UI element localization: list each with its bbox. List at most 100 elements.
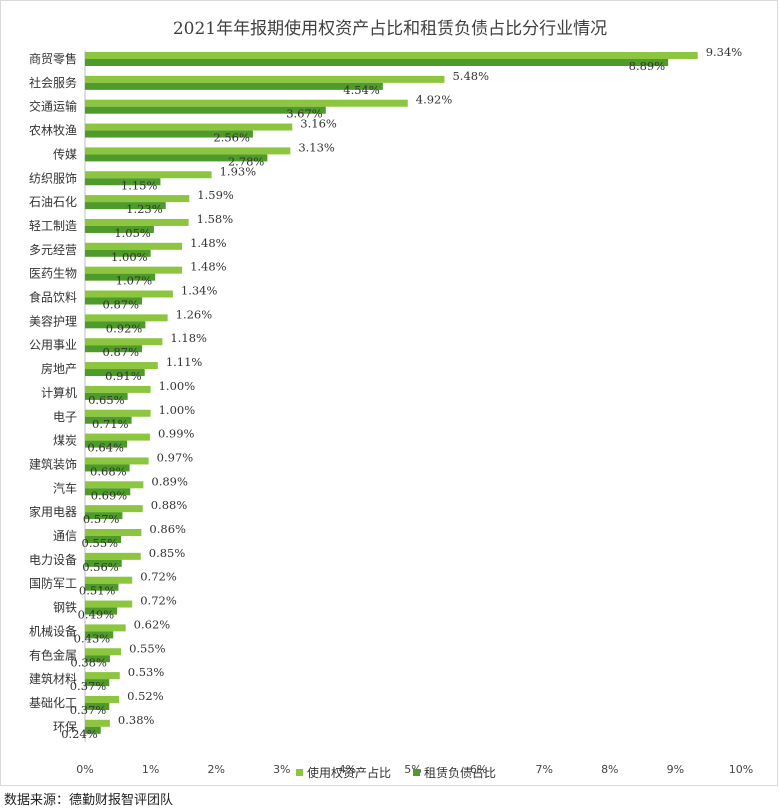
legend-label: 使用权资产占比 bbox=[307, 765, 391, 780]
bar-lease-liability bbox=[85, 82, 383, 90]
bar-rou-asset bbox=[85, 719, 110, 727]
category-label: 多元经营 bbox=[29, 243, 77, 257]
data-label: 0.68% bbox=[90, 464, 127, 478]
bar-rou-asset bbox=[85, 624, 126, 632]
x-tick-label: 0% bbox=[76, 763, 93, 776]
bar-rou-asset bbox=[85, 147, 291, 155]
bar-rou-asset bbox=[85, 529, 142, 536]
data-label: 1.00% bbox=[159, 403, 196, 417]
category-label: 石油石化 bbox=[29, 195, 77, 209]
legend-label: 租赁负债占比 bbox=[424, 765, 496, 780]
bar-lease-liability bbox=[85, 249, 151, 257]
category-label: 环保 bbox=[53, 720, 77, 734]
category-label: 公用事业 bbox=[29, 338, 77, 352]
bar-rou-asset bbox=[85, 672, 120, 680]
data-label: 1.58% bbox=[197, 212, 234, 226]
data-label: 0.65% bbox=[88, 393, 125, 407]
bar-lease-liability bbox=[85, 655, 110, 663]
category-label: 计算机 bbox=[41, 385, 77, 400]
category-label: 有色金属 bbox=[29, 647, 77, 662]
bar-lease-liability bbox=[85, 178, 161, 186]
data-source-note: 数据来源：德勤财报智评团队 bbox=[4, 793, 174, 808]
data-label: 1.93% bbox=[220, 164, 257, 178]
data-label: 1.48% bbox=[190, 236, 227, 250]
x-tick-label: 10% bbox=[729, 763, 753, 776]
bar-lease-liability bbox=[85, 631, 114, 639]
category-label: 美容护理 bbox=[29, 313, 77, 328]
data-label: 1.05% bbox=[114, 226, 151, 240]
bar-rou-asset bbox=[85, 314, 168, 322]
category-label: 建筑材料 bbox=[29, 671, 77, 686]
data-label: 0.71% bbox=[92, 417, 129, 431]
bar-rou-asset bbox=[85, 385, 151, 393]
category-label: 房地产 bbox=[41, 361, 77, 376]
bar-lease-liability bbox=[85, 297, 143, 305]
data-label: 0.55% bbox=[129, 641, 166, 655]
bar-lease-liability bbox=[85, 679, 110, 687]
category-label: 农林牧渔 bbox=[29, 124, 77, 138]
chart-frame bbox=[0, 0, 778, 786]
category-label: 纺织服饰 bbox=[29, 171, 77, 185]
category-label: 煤炭 bbox=[53, 434, 77, 448]
bar-lease-liability bbox=[85, 702, 110, 710]
bar-lease-liability bbox=[85, 130, 253, 138]
bar-lease-liability bbox=[85, 369, 145, 377]
bar-rou-asset bbox=[85, 290, 173, 298]
data-label: 1.00% bbox=[111, 250, 148, 264]
x-tick-label: 2% bbox=[207, 763, 224, 776]
bar-rou-asset bbox=[85, 648, 122, 656]
bar-lease-liability bbox=[85, 416, 132, 424]
x-tick-label: 9% bbox=[667, 763, 684, 776]
data-label: 1.00% bbox=[159, 379, 196, 393]
legend-swatch bbox=[296, 769, 303, 776]
data-label: 2.56% bbox=[213, 131, 250, 145]
data-label: 0.87% bbox=[103, 298, 140, 312]
data-label: 0.85% bbox=[149, 546, 186, 560]
data-label: 0.53% bbox=[128, 665, 165, 679]
data-label: 0.99% bbox=[158, 427, 195, 441]
bar-rou-asset bbox=[85, 433, 150, 441]
data-label: 0.56% bbox=[82, 560, 119, 574]
data-label: 1.07% bbox=[116, 274, 153, 288]
bar-lease-liability bbox=[85, 583, 119, 591]
bar-rou-asset bbox=[85, 338, 163, 346]
data-label: 0.38% bbox=[70, 655, 107, 669]
data-label: 0.52% bbox=[127, 689, 164, 703]
data-label: 1.59% bbox=[197, 188, 234, 202]
bar-lease-liability bbox=[85, 464, 130, 472]
category-label: 医药生物 bbox=[29, 267, 77, 281]
data-label: 0.88% bbox=[151, 498, 188, 512]
x-tick-label: 8% bbox=[601, 763, 618, 776]
bar-lease-liability bbox=[85, 154, 268, 162]
category-label: 通信 bbox=[53, 529, 77, 543]
bar-rou-asset bbox=[85, 75, 445, 83]
bar-rou-asset bbox=[85, 123, 293, 131]
data-label: 0.37% bbox=[70, 679, 107, 693]
data-label: 2.78% bbox=[228, 154, 265, 168]
data-label: 8.89% bbox=[629, 59, 666, 73]
bar-lease-liability bbox=[85, 607, 118, 615]
data-label: 4.54% bbox=[343, 83, 380, 97]
data-label: 0.97% bbox=[157, 450, 194, 464]
data-label: 0.92% bbox=[106, 321, 143, 335]
bar-lease-liability bbox=[85, 273, 156, 281]
bar-rou-asset bbox=[85, 99, 408, 107]
bar-lease-liability bbox=[85, 321, 146, 329]
legend-swatch bbox=[413, 769, 420, 776]
category-label: 家用电器 bbox=[29, 504, 77, 519]
data-label: 1.11% bbox=[166, 355, 203, 369]
bar-rou-asset bbox=[85, 242, 183, 250]
chart-title: 2021年年报期使用权资产占比和租赁负债占比分行业情况 bbox=[172, 19, 608, 39]
data-label: 0.49% bbox=[78, 608, 115, 622]
data-label: 1.34% bbox=[181, 284, 218, 298]
bar-lease-liability bbox=[85, 488, 131, 496]
x-tick-label: 3% bbox=[273, 763, 290, 776]
bar-lease-liability bbox=[85, 440, 127, 448]
data-label: 4.92% bbox=[416, 93, 453, 107]
bar-rou-asset bbox=[85, 505, 143, 513]
category-label: 机械设备 bbox=[29, 623, 77, 638]
bar-lease-liability bbox=[85, 202, 166, 210]
category-label: 电力设备 bbox=[29, 553, 77, 567]
data-label: 5.48% bbox=[452, 69, 489, 83]
